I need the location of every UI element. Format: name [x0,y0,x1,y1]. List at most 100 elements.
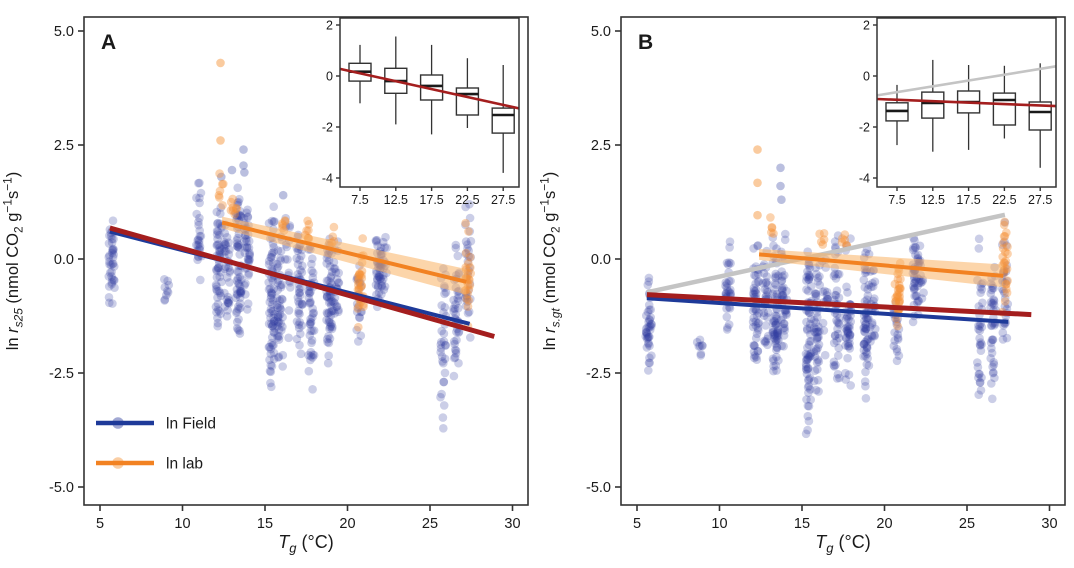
scatter-point [988,368,998,378]
scatter-point [802,317,811,327]
scatter-point [721,289,731,298]
scatter-point [265,308,274,318]
scatter-point [1001,280,1011,289]
scatter-point [989,298,998,308]
scatter-point [232,307,242,316]
scatter-point [196,275,205,285]
scatter-point [244,243,254,253]
scatter-point [864,313,873,323]
scatter-point [266,304,276,314]
scatter-point [214,240,223,249]
scatter-point [724,258,734,267]
scatter-point [322,292,332,302]
scatter-point [308,350,318,360]
scatter-point [371,280,381,290]
scatter-point [1002,241,1011,250]
scatter-point [276,280,285,290]
scatter-point [725,304,735,313]
scatter-point [818,287,828,297]
scatter-point [773,334,782,344]
scatter-point [986,354,995,363]
scatter-point [750,270,759,280]
scatter-point [769,330,779,340]
scatter-point [306,347,316,357]
scatter-point [778,286,787,296]
scatter-point [645,353,654,363]
scatter-point [976,282,985,292]
scatter-point [268,320,278,329]
scatter-point [213,313,222,323]
scatter-point [308,309,318,318]
scatter-point [895,288,904,297]
scatter-point [721,281,730,291]
scatter-point [780,319,789,329]
scatter-point [813,327,823,337]
scatter-point [845,344,855,353]
scatter-point [722,279,732,288]
x-axis-tick-label: 25 [422,516,438,532]
scatter-point [843,327,853,337]
scatter-point [831,291,841,300]
scatter-point [772,329,782,338]
scatter-point [809,376,819,386]
scatter-point [334,268,344,278]
scatter-point [235,206,245,216]
scatter-point [295,299,304,309]
scatter-point [723,286,732,295]
scatter-point [275,304,285,313]
scatter-point [329,257,339,267]
scatter-point [240,237,249,246]
scatter-point [324,276,333,285]
scatter-point [373,274,382,283]
scatter-point [195,213,204,223]
overall-regression-line [646,292,1032,318]
scatter-point [1002,284,1011,294]
field-regression-line [646,296,1009,324]
scatter-point [750,341,759,351]
scatter-point [748,289,758,299]
scatter-point [266,344,276,354]
scatter-point [294,288,304,298]
scatter-point [643,307,653,317]
scatter-point [215,272,224,282]
scatter-point [372,290,381,300]
scatter-point [768,318,778,328]
scatter-point [294,306,304,316]
scatter-point [909,284,919,293]
scatter-point [357,281,366,291]
scatter-point [861,319,870,329]
scatter-point [772,314,781,323]
scatter-point [296,329,305,339]
scatter-point [837,237,847,247]
scatter-point [462,294,472,303]
scatter-point [987,321,997,330]
scatter-point [909,282,918,291]
scatter-point [802,395,811,404]
scatter-point [234,304,243,314]
scatter-point [810,323,819,333]
scatter-point [234,279,243,288]
scatter-point [864,361,874,370]
scatter-point [306,297,315,307]
scatter-point [911,243,920,252]
scatter-point [451,240,461,250]
x-axis-tick-label: 5 [96,516,104,532]
scatter-point [896,274,905,284]
scatter-point [760,336,769,346]
scatter-point [304,286,313,296]
scatter-point [770,311,780,321]
scatter-point [1000,217,1009,227]
scatter-point [892,291,902,301]
scatter-point [894,298,904,308]
scatter-point [233,241,242,251]
scatter-point [266,291,276,300]
scatter-outlier-point [776,163,785,173]
scatter-point [264,219,274,228]
scatter-point [814,340,824,349]
scatter-point [726,289,735,299]
scatter-point [331,267,341,277]
scatter-point [277,294,287,304]
scatter-point [234,240,243,250]
panel-letter: B [638,31,653,54]
scatter-point [910,242,920,252]
